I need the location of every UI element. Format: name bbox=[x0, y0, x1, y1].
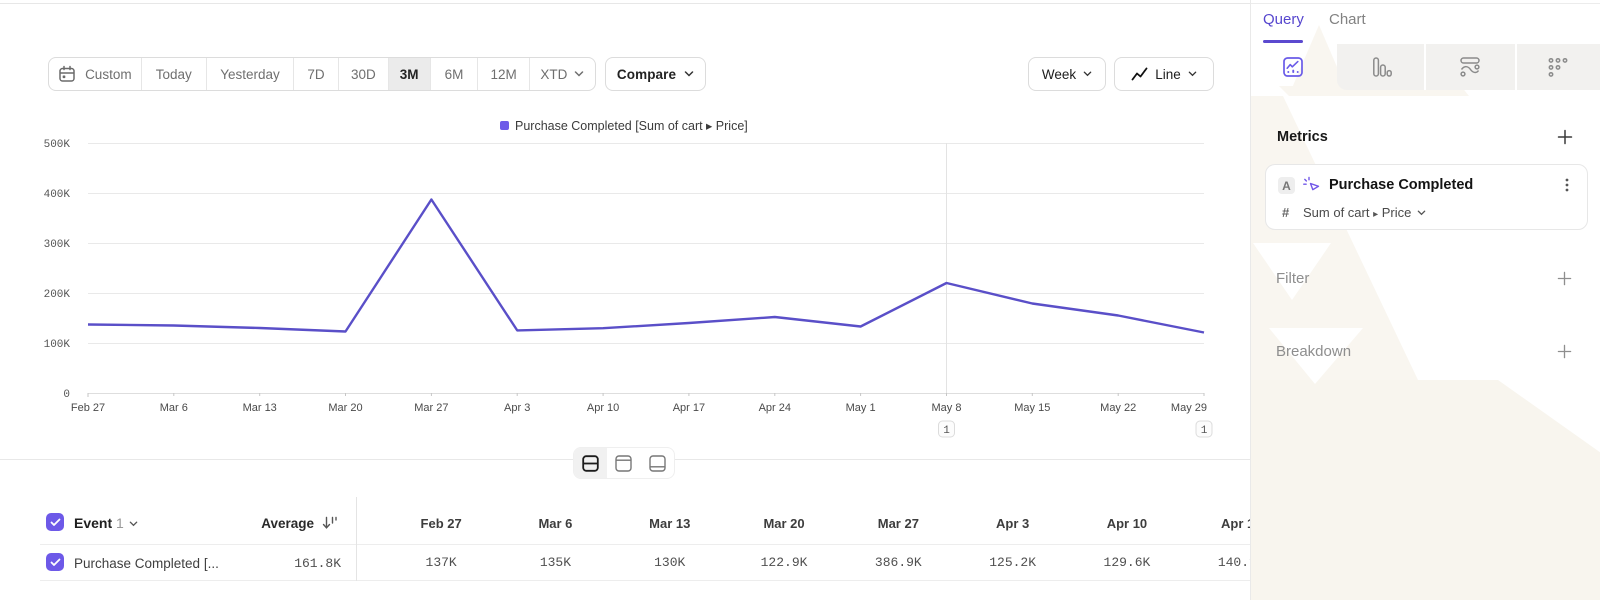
svg-text:Mar 20: Mar 20 bbox=[328, 402, 362, 414]
svg-text:1: 1 bbox=[1201, 425, 1208, 437]
svg-text:May 15: May 15 bbox=[1014, 402, 1050, 414]
svg-text:Mar 13: Mar 13 bbox=[243, 402, 277, 414]
svg-text:May 8: May 8 bbox=[932, 402, 962, 414]
svg-text:Feb 27: Feb 27 bbox=[71, 402, 105, 414]
svg-text:400K: 400K bbox=[44, 189, 71, 201]
svg-text:500K: 500K bbox=[44, 139, 71, 151]
svg-text:Mar 6: Mar 6 bbox=[160, 402, 188, 414]
svg-text:May 1: May 1 bbox=[846, 402, 876, 414]
svg-text:May 22: May 22 bbox=[1100, 402, 1136, 414]
svg-text:Apr 24: Apr 24 bbox=[759, 402, 791, 414]
svg-text:300K: 300K bbox=[44, 239, 71, 251]
svg-text:Apr 10: Apr 10 bbox=[587, 402, 619, 414]
svg-text:May 29: May 29 bbox=[1171, 402, 1207, 414]
svg-text:Apr 17: Apr 17 bbox=[673, 402, 705, 414]
svg-text:0: 0 bbox=[63, 389, 70, 401]
svg-text:1: 1 bbox=[943, 425, 950, 437]
svg-text:Mar 27: Mar 27 bbox=[414, 402, 448, 414]
svg-text:200K: 200K bbox=[44, 289, 71, 301]
svg-text:Apr 3: Apr 3 bbox=[504, 402, 530, 414]
svg-text:100K: 100K bbox=[44, 339, 71, 351]
